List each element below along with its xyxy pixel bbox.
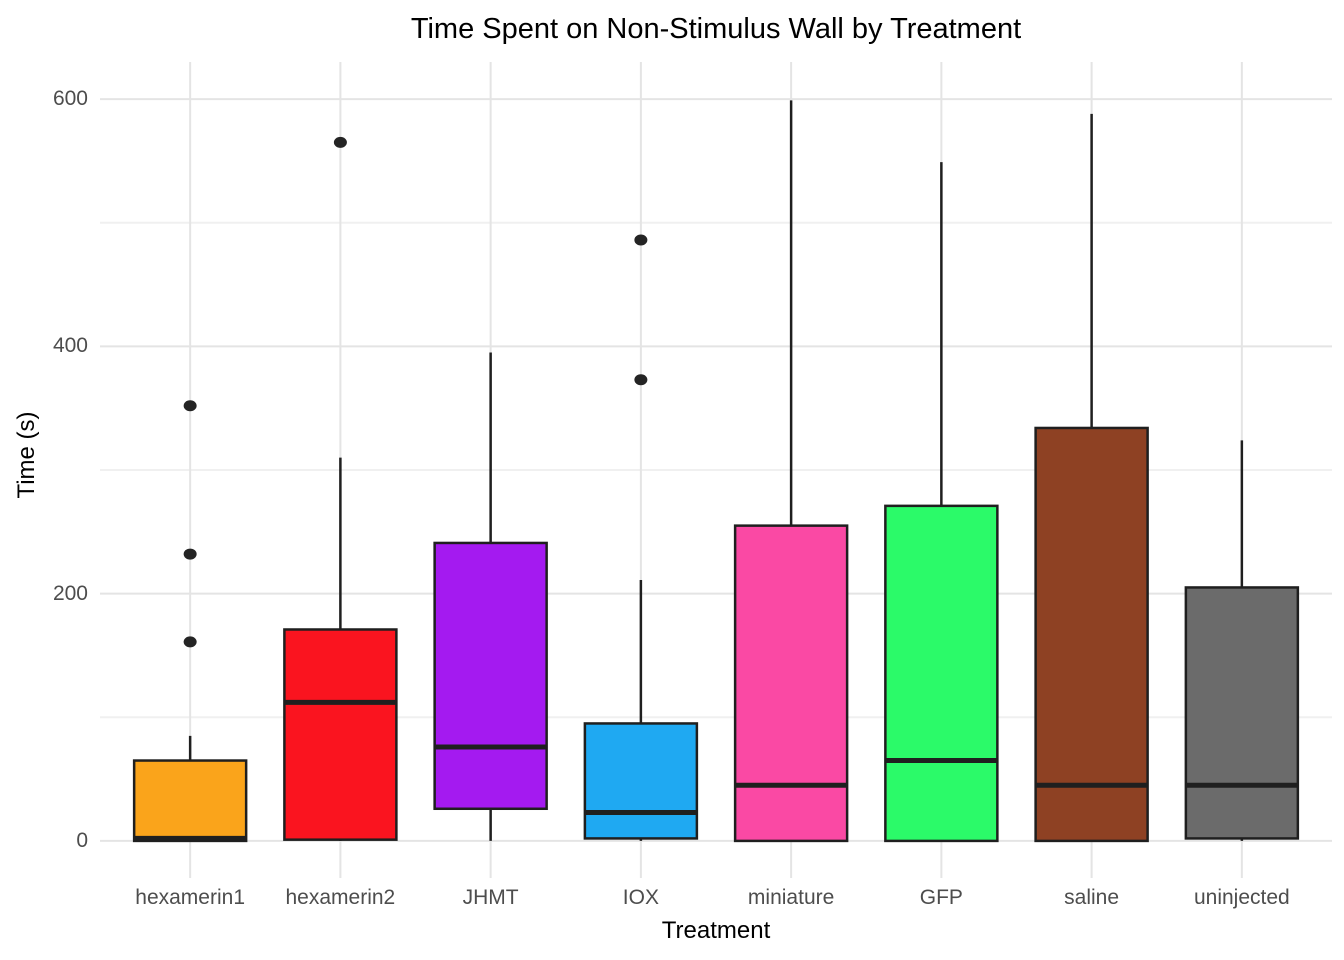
y-tick-label: 0 <box>76 828 88 852</box>
outlier-point <box>634 234 648 246</box>
x-tick-label: IOX <box>622 886 659 909</box>
box <box>1184 586 1300 840</box>
y-tick-label: 400 <box>52 334 88 358</box>
box <box>1034 426 1149 843</box>
y-tick-label: 600 <box>52 87 88 111</box>
plot-panel <box>100 62 1332 878</box>
box <box>433 541 548 811</box>
x-tick-label: JHMT <box>462 886 519 909</box>
x-tick-label: GFP <box>919 886 963 909</box>
y-tick-label: 200 <box>52 581 88 605</box>
x-tick-label: saline <box>1064 886 1120 909</box>
box <box>283 628 398 841</box>
outlier-point <box>183 636 197 648</box>
x-tick-label: hexamerin1 <box>135 886 245 909</box>
x-tick-label: hexamerin2 <box>285 886 396 909</box>
x-tick-label: miniature <box>747 886 835 909</box>
outlier-point <box>183 548 197 560</box>
outlier-point <box>634 374 648 386</box>
outlier-point <box>183 400 197 412</box>
box <box>733 524 849 843</box>
box <box>884 504 999 843</box>
outlier-point <box>333 136 347 148</box>
y-axis-title: Time (s) <box>13 411 40 499</box>
x-tick-label: uninjected <box>1193 886 1290 909</box>
box <box>132 759 248 843</box>
x-axis-title: Treatment <box>661 917 771 944</box>
box <box>583 722 699 840</box>
chart-title: Time Spent on Non-Stimulus Wall by Treat… <box>410 13 1022 45</box>
